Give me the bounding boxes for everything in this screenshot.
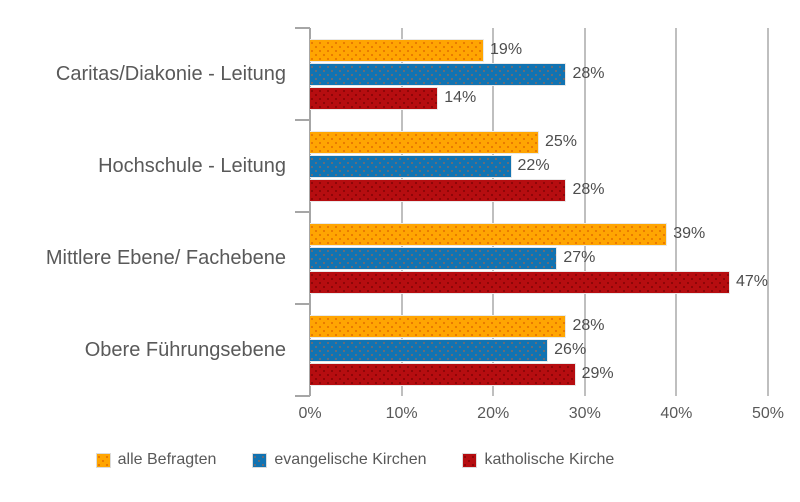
bar-groups: 19% 28% 14% 25% 22% 28% 39% 27% 47% 28% 26% 29%: [310, 28, 768, 396]
bar-group: 25% 22% 28%: [310, 120, 768, 212]
value-label: 19%: [490, 41, 523, 58]
category-axis-tick: [295, 211, 310, 213]
gridline: [675, 28, 678, 396]
bar-row: 28%: [310, 178, 768, 202]
bar-row: 28%: [310, 62, 768, 86]
bar: [310, 62, 567, 86]
x-axis-tick-labels: 0% 10% 20% 30% 40% 50%: [298, 405, 784, 427]
x-tick-label: 10%: [385, 405, 418, 422]
value-label: 27%: [563, 249, 596, 266]
bar-group: 28% 26% 29%: [310, 304, 768, 396]
bar-group: 19% 28% 14%: [310, 28, 768, 120]
y-axis-line: [309, 28, 311, 396]
bar: [310, 222, 668, 246]
bar-row: 22%: [310, 154, 768, 178]
value-label: 26%: [554, 341, 587, 358]
bar-row: 26%: [310, 338, 768, 362]
bar-row: 29%: [310, 362, 768, 386]
bar: [310, 154, 512, 178]
legend-item: katholische Kirche: [462, 451, 614, 469]
value-label: 14%: [444, 89, 477, 106]
bar: [310, 130, 539, 154]
legend: alle Befragten evangelische Kirchen kathol…: [0, 451, 710, 469]
bar-row: 47%: [310, 270, 768, 294]
category-label: Caritas/Diakonie - Leitung: [55, 62, 286, 85]
category-label: Mittlere Ebene/ Fachebene: [45, 246, 286, 269]
category-axis-tick: [295, 27, 310, 29]
value-label: 28%: [572, 317, 605, 334]
x-tick-label: 0%: [298, 405, 322, 422]
gridline: [400, 28, 403, 396]
value-label: 25%: [545, 133, 578, 150]
bar: [310, 338, 549, 362]
gridline: [767, 28, 769, 396]
bar-row: 28%: [310, 314, 768, 338]
value-label: 39%: [673, 225, 706, 242]
legend-label: katholische Kirche: [484, 451, 615, 468]
bar-row: 14%: [310, 86, 768, 110]
bar: [310, 178, 567, 202]
bar-group: 39% 27% 47%: [310, 212, 768, 304]
bar: [310, 246, 558, 270]
bar-row: 39%: [310, 222, 768, 246]
category-labels: Caritas/Diakonie - Leitung Hochschule - L…: [0, 28, 296, 396]
legend-swatch: [462, 452, 478, 468]
bar: [310, 314, 567, 338]
gridline: [583, 28, 586, 396]
category-axis-tick: [295, 395, 310, 397]
value-label: 22%: [517, 157, 550, 174]
value-label: 28%: [572, 181, 605, 198]
category-label: Hochschule - Leitung: [98, 154, 286, 177]
legend-swatch: [252, 452, 268, 468]
category-label: Obere Führungsebene: [84, 338, 286, 361]
bar: [310, 270, 730, 294]
bar-row: 19%: [310, 38, 768, 62]
plot-area: 19% 28% 14% 25% 22% 28% 39% 27% 47% 28% 26% 29%: [295, 27, 769, 397]
legend-label: alle Befragten: [117, 451, 217, 468]
category-axis-tick: [295, 119, 310, 121]
legend-label: evangelische Kirchen: [274, 451, 427, 468]
bar-row: 27%: [310, 246, 768, 270]
bar: [310, 38, 485, 62]
bar: [310, 362, 576, 386]
x-tick-label: 20%: [477, 405, 510, 422]
bar: [310, 86, 439, 110]
value-label: 28%: [572, 65, 605, 82]
legend-item: alle Befragten: [95, 451, 217, 469]
legend-item: evangelische Kirchen: [252, 451, 426, 469]
category-axis-tick: [295, 303, 310, 305]
value-label: 47%: [735, 273, 768, 290]
legend-swatch: [95, 452, 111, 468]
x-tick-label: 40%: [660, 405, 693, 422]
bar-row: 25%: [310, 130, 768, 154]
gridline: [492, 28, 495, 396]
value-label: 29%: [581, 365, 614, 382]
x-tick-label: 30%: [568, 405, 601, 422]
x-tick-label: 50%: [751, 405, 785, 422]
